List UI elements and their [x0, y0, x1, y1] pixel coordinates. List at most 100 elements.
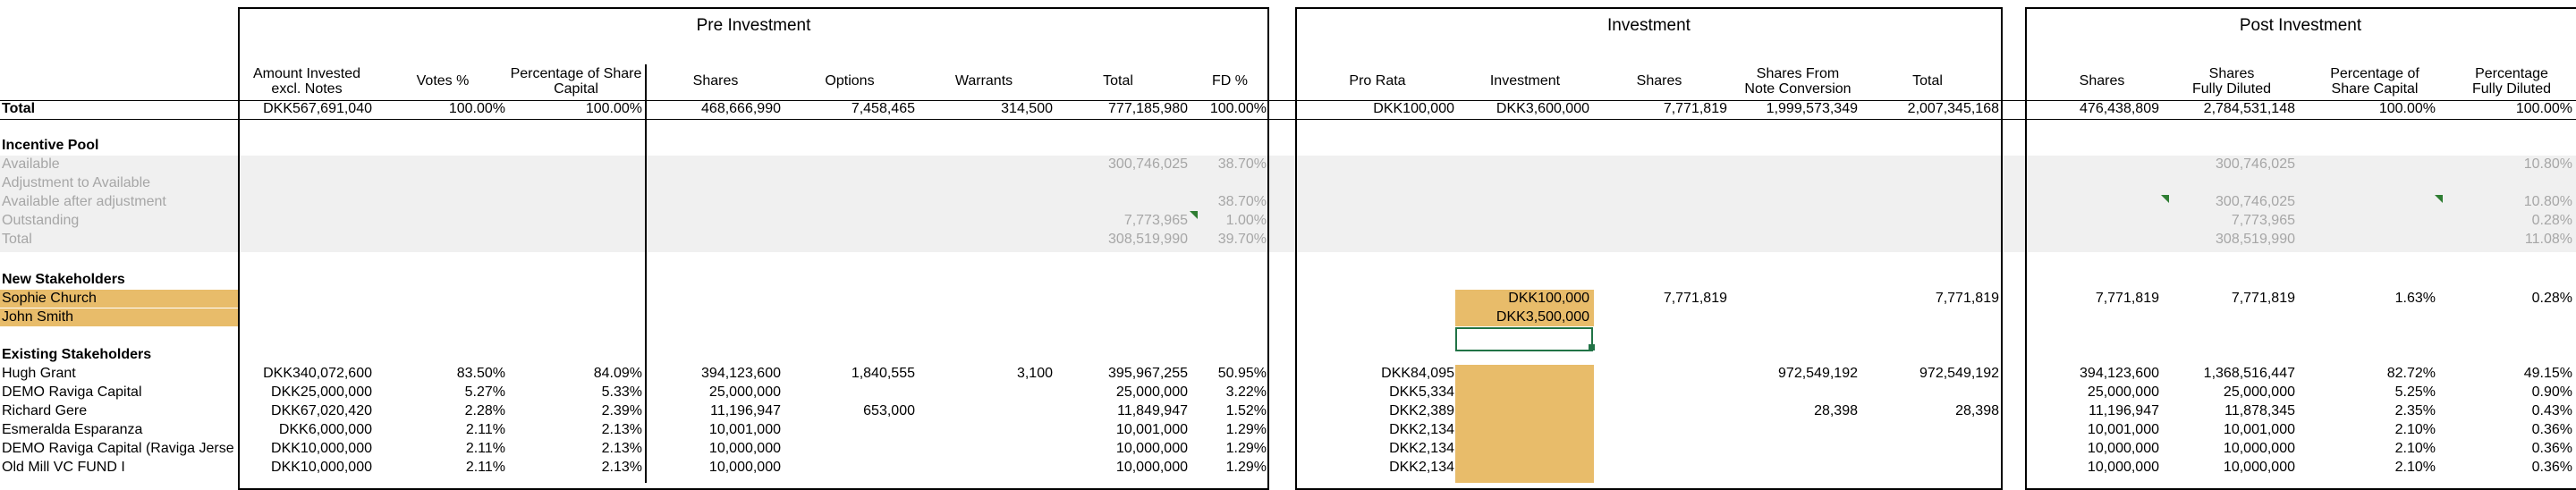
- pool-available-sfd[interactable]: 300,746,025: [2216, 156, 2295, 172]
- existing-prorata-cell[interactable]: DKK2,134: [1389, 460, 1454, 475]
- comment-marker-icon[interactable]: [2161, 195, 2169, 203]
- existing-snc-cell[interactable]: 972,549,192: [1778, 366, 1858, 381]
- existing-total-cell[interactable]: 10,001,000: [1115, 422, 1188, 437]
- total-fd[interactable]: 100.00%: [1209, 101, 1267, 116]
- existing-pct-cell[interactable]: 2.13%: [601, 460, 642, 475]
- total-pct[interactable]: 100.00%: [585, 101, 642, 116]
- total-options[interactable]: 7,458,465: [851, 101, 915, 116]
- pool-outstanding-sfd[interactable]: 7,773,965: [2231, 213, 2295, 228]
- existing-amount-cell[interactable]: DKK67,020,420: [271, 403, 372, 418]
- pool-outstanding-pfd[interactable]: 0.28%: [2531, 213, 2572, 228]
- new-stakeholder-name[interactable]: Sophie Church: [2, 291, 97, 306]
- existing-votes-cell[interactable]: 2.11%: [465, 460, 505, 475]
- existing-name-cell[interactable]: Old Mill VC FUND I: [2, 460, 125, 475]
- pool-after-fd[interactable]: 38.70%: [1217, 194, 1267, 209]
- pool-outstanding-label[interactable]: Outstanding: [2, 213, 80, 228]
- existing-psc-cell[interactable]: 82.72%: [2386, 366, 2436, 381]
- existing-shares-cell[interactable]: 10,001,000: [708, 422, 781, 437]
- existing-votes-cell[interactable]: 2.28%: [464, 403, 505, 418]
- pool-total-fd[interactable]: 39.70%: [1217, 232, 1267, 247]
- comment-marker-icon[interactable]: [2435, 195, 2443, 203]
- total-amount[interactable]: DKK567,691,040: [263, 101, 372, 116]
- existing-name-cell[interactable]: DEMO Raviga Capital: [2, 384, 142, 400]
- existing-sfd-cell[interactable]: 10,001,000: [2223, 422, 2295, 437]
- pool-total-sfd[interactable]: 308,519,990: [2216, 232, 2295, 247]
- existing-options-cell[interactable]: 1,840,555: [851, 366, 915, 381]
- existing-pfd-cell[interactable]: 0.36%: [2531, 422, 2572, 437]
- total-investment-shares[interactable]: 7,771,819: [1663, 101, 1727, 116]
- cell-selection[interactable]: [1455, 327, 1593, 351]
- existing-pct-cell[interactable]: 5.33%: [601, 384, 642, 400]
- pool-available-pfd[interactable]: 10.80%: [2523, 156, 2572, 172]
- existing-psc-cell[interactable]: 2.10%: [2394, 422, 2436, 437]
- total-investment-total[interactable]: 2,007,345,168: [1907, 101, 1999, 116]
- existing-amount-cell[interactable]: DKK10,000,000: [271, 441, 372, 456]
- existing-pct-cell[interactable]: 2.13%: [601, 441, 642, 456]
- existing-post-shares-cell[interactable]: 10,001,000: [2087, 422, 2159, 437]
- existing-prorata-cell[interactable]: DKK5,334: [1389, 384, 1454, 400]
- existing-post-shares-cell[interactable]: 25,000,000: [2087, 384, 2159, 400]
- existing-name-cell[interactable]: Richard Gere: [2, 403, 88, 418]
- pool-total-label[interactable]: Total: [2, 232, 32, 247]
- new-stakeholder-investment[interactable]: DKK3,500,000: [1496, 309, 1589, 325]
- existing-pct-cell[interactable]: 2.13%: [601, 422, 642, 437]
- total-shares[interactable]: 468,666,990: [701, 101, 781, 116]
- pool-available-fd[interactable]: 38.70%: [1217, 156, 1267, 172]
- existing-name-cell[interactable]: Esmeralda Esparanza: [2, 422, 143, 437]
- total-shares-fully-diluted[interactable]: 2,784,531,148: [2203, 101, 2295, 116]
- existing-post-shares-cell[interactable]: 10,000,000: [2087, 460, 2159, 475]
- existing-pfd-cell[interactable]: 0.90%: [2531, 384, 2572, 400]
- existing-shares-cell[interactable]: 10,000,000: [708, 460, 781, 475]
- new-stakeholder-post-shares[interactable]: 7,771,819: [2095, 291, 2159, 306]
- existing-votes-cell[interactable]: 5.27%: [464, 384, 505, 400]
- existing-inv-total-cell[interactable]: 28,398: [1955, 403, 1999, 418]
- pool-outstanding-fd[interactable]: 1.00%: [1225, 213, 1267, 228]
- existing-warrants-cell[interactable]: 3,100: [1016, 366, 1053, 381]
- pool-available-total[interactable]: 300,746,025: [1108, 156, 1188, 172]
- pool-after-sfd[interactable]: 300,746,025: [2216, 194, 2295, 209]
- existing-amount-cell[interactable]: DKK25,000,000: [271, 384, 372, 400]
- total-warrants[interactable]: 314,500: [1001, 101, 1053, 116]
- existing-prorata-cell[interactable]: DKK2,134: [1389, 422, 1454, 437]
- existing-sfd-cell[interactable]: 10,000,000: [2223, 460, 2295, 475]
- existing-post-shares-cell[interactable]: 11,196,947: [2089, 403, 2159, 418]
- existing-total-cell[interactable]: 10,000,000: [1115, 460, 1188, 475]
- existing-fd-cell[interactable]: 50.95%: [1217, 366, 1267, 381]
- existing-total-cell[interactable]: 395,967,255: [1108, 366, 1188, 381]
- existing-prorata-cell[interactable]: DKK2,389: [1389, 403, 1454, 418]
- existing-amount-cell[interactable]: DKK340,072,600: [263, 366, 372, 381]
- existing-prorata-cell[interactable]: DKK2,134: [1389, 441, 1454, 456]
- existing-total-cell[interactable]: 11,849,947: [1117, 403, 1188, 418]
- existing-sfd-cell[interactable]: 11,878,345: [2224, 403, 2295, 418]
- pool-total-pfd[interactable]: 11.08%: [2524, 232, 2572, 247]
- total-total[interactable]: 777,185,980: [1108, 101, 1188, 116]
- existing-psc-cell[interactable]: 5.25%: [2394, 384, 2436, 400]
- new-stakeholder-pfd[interactable]: 0.28%: [2531, 291, 2572, 306]
- existing-shares-cell[interactable]: 25,000,000: [708, 384, 781, 400]
- existing-psc-cell[interactable]: 2.10%: [2394, 441, 2436, 456]
- existing-shares-cell[interactable]: 394,123,600: [701, 366, 781, 381]
- existing-fd-cell[interactable]: 1.29%: [1225, 441, 1267, 456]
- pool-after-pfd[interactable]: 10.80%: [2523, 194, 2572, 209]
- new-stakeholder-investment[interactable]: DKK100,000: [1508, 291, 1589, 306]
- total-post-shares[interactable]: 476,438,809: [2080, 101, 2159, 116]
- existing-votes-cell[interactable]: 83.50%: [456, 366, 505, 381]
- total-pct-fully-diluted[interactable]: 100.00%: [2515, 101, 2572, 116]
- new-stakeholder-inv-shares[interactable]: 7,771,819: [1663, 291, 1727, 306]
- existing-votes-cell[interactable]: 2.11%: [465, 441, 505, 456]
- existing-stakeholders-title[interactable]: Existing Stakeholders: [2, 347, 152, 362]
- existing-pfd-cell[interactable]: 0.36%: [2531, 441, 2572, 456]
- existing-sfd-cell[interactable]: 10,000,000: [2223, 441, 2295, 456]
- existing-fd-cell[interactable]: 1.29%: [1225, 422, 1267, 437]
- total-votes[interactable]: 100.00%: [448, 101, 505, 116]
- pool-adjustment-label[interactable]: Adjustment to Available: [2, 175, 151, 190]
- existing-prorata-cell[interactable]: DKK84,095: [1381, 366, 1454, 381]
- existing-name-cell[interactable]: Hugh Grant: [2, 366, 76, 381]
- new-stakeholder-name[interactable]: John Smith: [2, 309, 74, 325]
- existing-sfd-cell[interactable]: 1,368,516,447: [2203, 366, 2295, 381]
- existing-inv-total-cell[interactable]: 972,549,192: [1919, 366, 1999, 381]
- existing-votes-cell[interactable]: 2.11%: [465, 422, 505, 437]
- total-pct-share-capital[interactable]: 100.00%: [2378, 101, 2436, 116]
- existing-post-shares-cell[interactable]: 394,123,600: [2080, 366, 2159, 381]
